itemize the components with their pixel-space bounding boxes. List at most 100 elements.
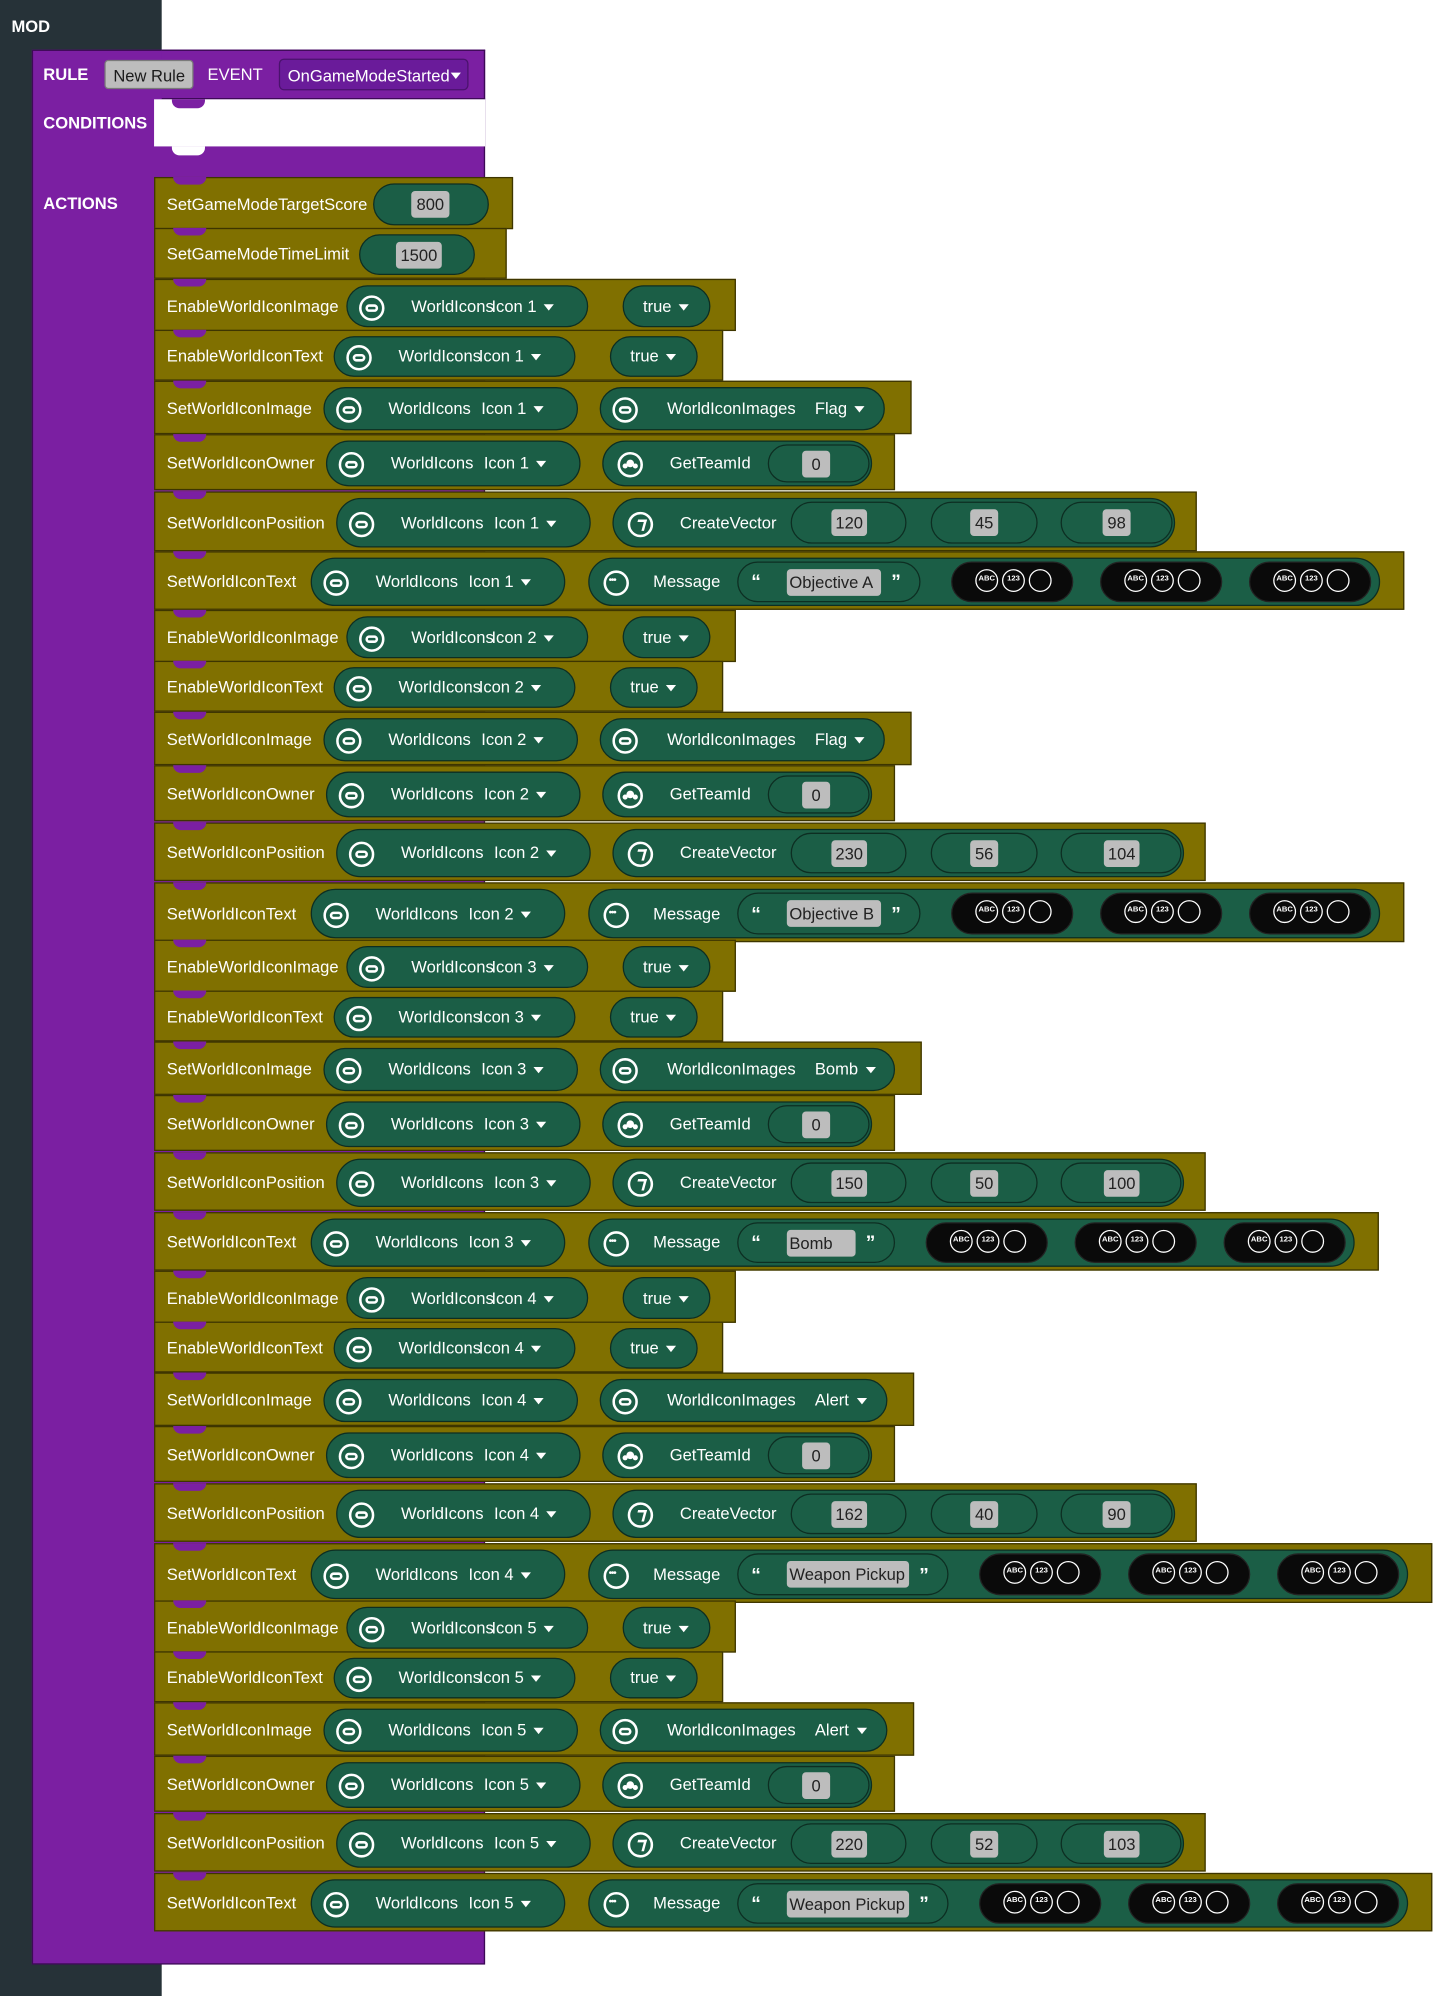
create-vector-block[interactable]: CreateVector 120 45 98: [612, 497, 1176, 548]
world-icon-images-block[interactable]: WorldIconImages Bomb: [599, 1047, 896, 1092]
world-icons-block[interactable]: WorldIcons Icon 5: [325, 1762, 581, 1808]
format-arg-block[interactable]: ABC 123: [979, 1553, 1102, 1596]
world-icons-block[interactable]: WorldIcons Icon 5: [333, 1657, 576, 1699]
vector-z-block[interactable]: 100: [1060, 1162, 1182, 1204]
get-team-id-block[interactable]: GetTeamId 0: [602, 1762, 873, 1808]
vector-z-value[interactable]: 90: [1102, 1501, 1131, 1528]
team-number-block[interactable]: 0: [767, 444, 870, 483]
format-arg-block[interactable]: ABC 123: [1074, 1222, 1197, 1264]
action-block[interactable]: SetWorldIconImage WorldIcons Icon 1 WorldIc…: [154, 380, 912, 435]
bool-block[interactable]: true: [609, 1657, 698, 1699]
vector-y-block[interactable]: 50: [930, 1162, 1038, 1204]
icon-dropdown[interactable]: Icon 3: [484, 1114, 548, 1133]
action-block[interactable]: SetGameModeTargetScore 800: [154, 176, 514, 230]
format-arg-block[interactable]: ABC 123: [1128, 1883, 1251, 1924]
image-dropdown[interactable]: Alert: [815, 1390, 867, 1409]
vector-x-block[interactable]: 150: [790, 1162, 907, 1204]
world-icons-block[interactable]: WorldIcons Icon 4: [325, 1432, 581, 1479]
action-block[interactable]: SetWorldIconOwner WorldIcons Icon 3 GetTeam…: [154, 1094, 896, 1151]
world-icons-block[interactable]: WorldIcons Icon 1: [336, 497, 591, 548]
world-icons-block[interactable]: WorldIcons Icon 3: [333, 996, 576, 1038]
icon-dropdown[interactable]: Icon 2: [491, 628, 555, 647]
icon-dropdown[interactable]: Icon 2: [494, 843, 558, 862]
vector-y-block[interactable]: 52: [930, 1823, 1038, 1864]
format-arg-block[interactable]: ABC 123: [1223, 1222, 1346, 1264]
team-id-value[interactable]: 0: [802, 1442, 831, 1470]
action-block[interactable]: SetWorldIconText WorldIcons Icon 3 Message “…: [154, 1212, 1379, 1271]
world-icons-block[interactable]: WorldIcons Icon 4: [346, 1277, 589, 1320]
vector-x-value[interactable]: 162: [831, 1501, 868, 1528]
get-team-id-block[interactable]: GetTeamId 0: [602, 1432, 873, 1479]
icon-dropdown[interactable]: Icon 3: [479, 1007, 543, 1026]
image-dropdown[interactable]: Bomb: [815, 1059, 876, 1078]
icon-dropdown[interactable]: Icon 5: [479, 1668, 543, 1687]
format-arg-block[interactable]: ABC 123: [1249, 561, 1372, 603]
string-block[interactable]: “ Bomb ”: [737, 1222, 896, 1264]
action-block[interactable]: SetGameModeTimeLimit 1500: [154, 227, 507, 279]
icon-dropdown[interactable]: Icon 1: [484, 453, 548, 472]
message-text-field[interactable]: Objective B: [786, 900, 882, 927]
vector-y-value[interactable]: 56: [970, 840, 999, 868]
icon-dropdown[interactable]: Icon 3: [494, 1173, 558, 1192]
team-number-block[interactable]: 0: [767, 1436, 870, 1475]
time-limit-value[interactable]: 1500: [395, 241, 442, 269]
format-arg-block[interactable]: ABC 123: [1249, 892, 1372, 935]
action-block[interactable]: SetWorldIconImage WorldIcons Icon 5 WorldIc…: [154, 1702, 915, 1756]
world-icons-block[interactable]: WorldIcons Icon 2: [336, 828, 591, 878]
format-arg-block[interactable]: ABC 123: [1100, 892, 1223, 935]
icon-dropdown[interactable]: Icon 4: [494, 1504, 558, 1523]
world-icons-block[interactable]: WorldIcons Icon 5: [336, 1819, 591, 1868]
action-block[interactable]: SetWorldIconImage WorldIcons Icon 4 WorldIc…: [154, 1372, 915, 1426]
icon-dropdown[interactable]: Icon 4: [484, 1445, 548, 1464]
icon-dropdown[interactable]: Icon 5: [494, 1833, 558, 1853]
bool-block[interactable]: true: [622, 285, 711, 328]
icon-dropdown[interactable]: Icon 1: [479, 346, 543, 365]
world-icons-block[interactable]: WorldIcons Icon 5: [323, 1708, 579, 1752]
format-arg-block[interactable]: ABC 123: [1277, 1883, 1400, 1924]
action-block[interactable]: SetWorldIconOwner WorldIcons Icon 2 GetTeam…: [154, 765, 896, 822]
icon-dropdown[interactable]: Icon 2: [469, 904, 533, 923]
icon-dropdown[interactable]: Icon 5: [491, 1618, 555, 1637]
action-block[interactable]: SetWorldIconText WorldIcons Icon 5 Message “…: [154, 1872, 1433, 1932]
world-icons-block[interactable]: WorldIcons Icon 1: [346, 285, 589, 328]
vector-z-block[interactable]: 98: [1060, 501, 1173, 544]
format-arg-block[interactable]: ABC 123: [979, 1883, 1102, 1924]
message-text-field[interactable]: Bomb: [786, 1229, 856, 1257]
bool-dropdown[interactable]: true: [630, 677, 678, 696]
icon-dropdown[interactable]: Icon 4: [479, 1338, 543, 1357]
action-block[interactable]: EnableWorldIconImage WorldIcons Icon 4 true: [154, 1270, 736, 1323]
bool-block[interactable]: true: [622, 945, 711, 989]
conditions-slot[interactable]: [154, 99, 486, 147]
action-block[interactable]: SetWorldIconPosition WorldIcons Icon 3 Crea…: [154, 1152, 1206, 1211]
image-dropdown[interactable]: Alert: [815, 1720, 867, 1739]
bool-block[interactable]: true: [622, 616, 711, 659]
icon-dropdown[interactable]: Icon 1: [481, 399, 545, 418]
message-text-field[interactable]: Weapon Pickup: [786, 1560, 910, 1588]
action-block[interactable]: SetWorldIconOwner WorldIcons Icon 1 GetTeam…: [154, 434, 896, 491]
action-block[interactable]: SetWorldIconImage WorldIcons Icon 3 WorldIc…: [154, 1041, 922, 1095]
world-icons-block[interactable]: WorldIcons Icon 1: [323, 387, 579, 431]
create-vector-block[interactable]: CreateVector 162 40 90: [612, 1489, 1176, 1539]
vector-z-value[interactable]: 100: [1103, 1170, 1140, 1197]
message-text-field[interactable]: Weapon Pickup: [786, 1890, 910, 1918]
vector-y-block[interactable]: 40: [930, 1493, 1038, 1535]
bool-block[interactable]: true: [609, 667, 698, 708]
vector-y-value[interactable]: 40: [970, 1501, 999, 1528]
world-icons-block[interactable]: WorldIcons Icon 3: [310, 1218, 566, 1267]
bool-block[interactable]: true: [609, 1327, 698, 1369]
icon-dropdown[interactable]: Icon 4: [491, 1288, 555, 1308]
action-block[interactable]: SetWorldIconPosition WorldIcons Icon 5 Crea…: [154, 1813, 1206, 1872]
vector-z-block[interactable]: 103: [1060, 1823, 1182, 1864]
vector-x-value[interactable]: 120: [831, 509, 868, 537]
string-block[interactable]: “ Objective A ”: [737, 561, 921, 603]
action-block[interactable]: SetWorldIconText WorldIcons Icon 2 Message “…: [154, 882, 1405, 943]
world-icons-block[interactable]: WorldIcons Icon 3: [346, 945, 589, 989]
world-icons-block[interactable]: WorldIcons Icon 1: [333, 336, 576, 377]
action-block[interactable]: EnableWorldIconImage WorldIcons Icon 3 true: [154, 939, 736, 992]
vector-z-value[interactable]: 103: [1103, 1830, 1140, 1858]
world-icons-block[interactable]: WorldIcons Icon 2: [325, 771, 581, 818]
vector-x-block[interactable]: 220: [790, 1823, 907, 1864]
icon-dropdown[interactable]: Icon 3: [481, 1059, 545, 1078]
team-id-value[interactable]: 0: [802, 781, 831, 809]
